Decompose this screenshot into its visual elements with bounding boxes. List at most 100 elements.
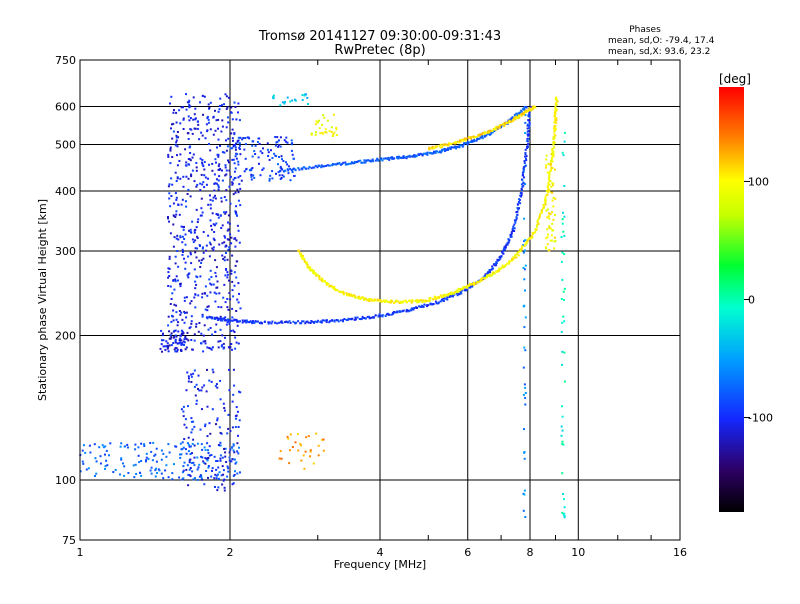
data-point: [217, 486, 220, 489]
data-point: [197, 123, 200, 126]
data-point: [224, 316, 227, 319]
data-point: [226, 475, 229, 478]
data-point: [481, 137, 484, 140]
data-point: [393, 311, 396, 314]
data-point: [549, 162, 552, 165]
y-tick-label: 750: [55, 54, 76, 67]
data-point: [231, 181, 234, 184]
data-point: [181, 441, 184, 444]
data-point: [185, 311, 188, 314]
data-point: [563, 215, 566, 218]
data-point: [199, 157, 202, 160]
data-point: [350, 162, 352, 165]
data-point: [342, 161, 345, 164]
data-point: [190, 375, 193, 378]
data-point: [169, 232, 172, 235]
data-point: [212, 196, 215, 199]
data-point: [193, 456, 196, 459]
data-point: [219, 454, 222, 457]
data-point: [204, 457, 207, 459]
data-point: [374, 299, 376, 301]
data-point: [281, 158, 283, 161]
data-point: [187, 450, 190, 453]
data-point: [516, 203, 519, 206]
data-point: [510, 117, 513, 120]
data-point: [391, 300, 394, 303]
data-point: [177, 136, 180, 139]
data-point: [167, 276, 170, 279]
data-point: [237, 176, 240, 179]
data-point: [546, 243, 549, 246]
data-point: [197, 387, 199, 390]
data-point: [221, 483, 224, 486]
data-point: [216, 280, 219, 283]
data-point: [473, 140, 476, 143]
data-point: [316, 273, 319, 276]
data-point: [489, 129, 492, 132]
data-point: [213, 224, 216, 227]
data-point: [337, 320, 340, 323]
data-point: [209, 243, 212, 246]
data-point: [197, 330, 200, 333]
data-point: [544, 203, 547, 206]
data-point: [560, 298, 563, 300]
data-point: [506, 262, 509, 265]
data-point: [563, 185, 566, 187]
data-point: [514, 221, 517, 224]
data-point: [478, 133, 481, 136]
data-point: [359, 159, 362, 162]
data-point: [193, 444, 196, 447]
data-point: [549, 169, 552, 172]
data-point: [212, 283, 215, 286]
data-point: [208, 445, 211, 448]
data-point: [222, 317, 225, 320]
data-point: [217, 138, 220, 141]
data-point: [189, 253, 192, 256]
data-point: [433, 151, 436, 154]
data-point: [200, 389, 203, 392]
data-point: [504, 246, 507, 249]
data-point: [214, 300, 217, 303]
data-point: [232, 145, 235, 148]
data-point: [561, 251, 564, 254]
data-point: [514, 253, 517, 256]
data-point: [522, 107, 525, 110]
x-tick-label: 8: [527, 546, 534, 559]
data-point: [198, 259, 201, 262]
data-point: [542, 207, 545, 210]
data-point: [209, 219, 212, 222]
data-point: [202, 334, 205, 337]
data-point: [271, 157, 274, 159]
data-point: [323, 116, 326, 119]
data-point: [268, 158, 271, 161]
data-point: [185, 346, 188, 349]
data-point: [554, 106, 557, 109]
data-point: [284, 169, 287, 172]
data-point: [431, 145, 434, 148]
data-point: [204, 425, 207, 428]
data-point: [180, 329, 183, 332]
data-point: [473, 282, 476, 284]
data-point: [289, 100, 292, 103]
data-point: [234, 336, 237, 339]
data-point: [561, 511, 564, 514]
data-point: [200, 477, 203, 480]
data-point: [523, 160, 526, 163]
data-point: [219, 432, 222, 434]
data-point: [305, 261, 308, 264]
data-point: [222, 473, 225, 476]
data-point: [354, 296, 357, 299]
data-point: [206, 435, 209, 438]
data-point: [384, 314, 387, 317]
data-point: [418, 300, 421, 303]
data-point: [523, 240, 526, 243]
data-point: [556, 100, 559, 103]
data-point: [445, 148, 448, 151]
data-point: [167, 443, 170, 446]
data-point: [259, 174, 262, 177]
data-point: [175, 139, 178, 142]
data-point: [286, 168, 289, 171]
data-point: [301, 168, 304, 171]
data-point: [344, 163, 347, 166]
data-point: [211, 408, 214, 411]
